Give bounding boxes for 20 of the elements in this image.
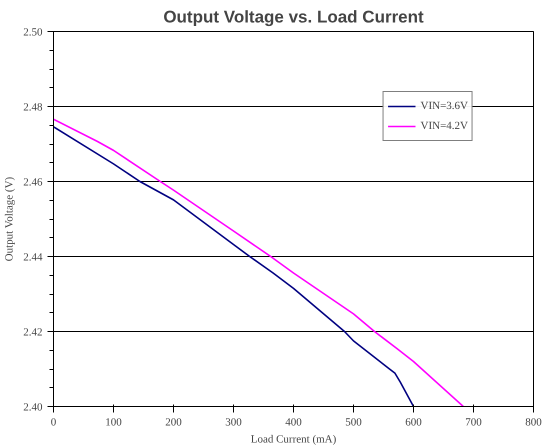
y-axis-title: Output Voltage (V) bbox=[3, 176, 16, 262]
x-tick-label: 700 bbox=[465, 416, 482, 428]
x-tick-label: 600 bbox=[405, 416, 422, 428]
legend-label: VIN=3.6V bbox=[420, 100, 468, 112]
x-tick-label: 300 bbox=[225, 416, 242, 428]
x-tick-label: 0 bbox=[50, 416, 57, 428]
y-tick-label: 2.48 bbox=[23, 102, 43, 114]
x-tick-label: 200 bbox=[165, 416, 182, 428]
y-tick-label: 2.40 bbox=[23, 402, 43, 414]
x-tick-label: 500 bbox=[345, 416, 362, 428]
x-tick-label: 400 bbox=[285, 416, 302, 428]
x-tick-label: 100 bbox=[105, 416, 122, 428]
legend-label: VIN=4.2V bbox=[420, 120, 468, 132]
x-axis-title: Load Current (mA) bbox=[250, 434, 337, 446]
y-tick-label: 2.42 bbox=[23, 326, 42, 338]
x-tick-label: 800 bbox=[525, 416, 542, 428]
y-tick-label: 2.46 bbox=[23, 176, 43, 188]
y-tick-label: 2.44 bbox=[23, 252, 43, 264]
y-tick-label: 2.50 bbox=[23, 26, 43, 38]
chart-title: Output Voltage vs. Load Current bbox=[163, 8, 424, 26]
